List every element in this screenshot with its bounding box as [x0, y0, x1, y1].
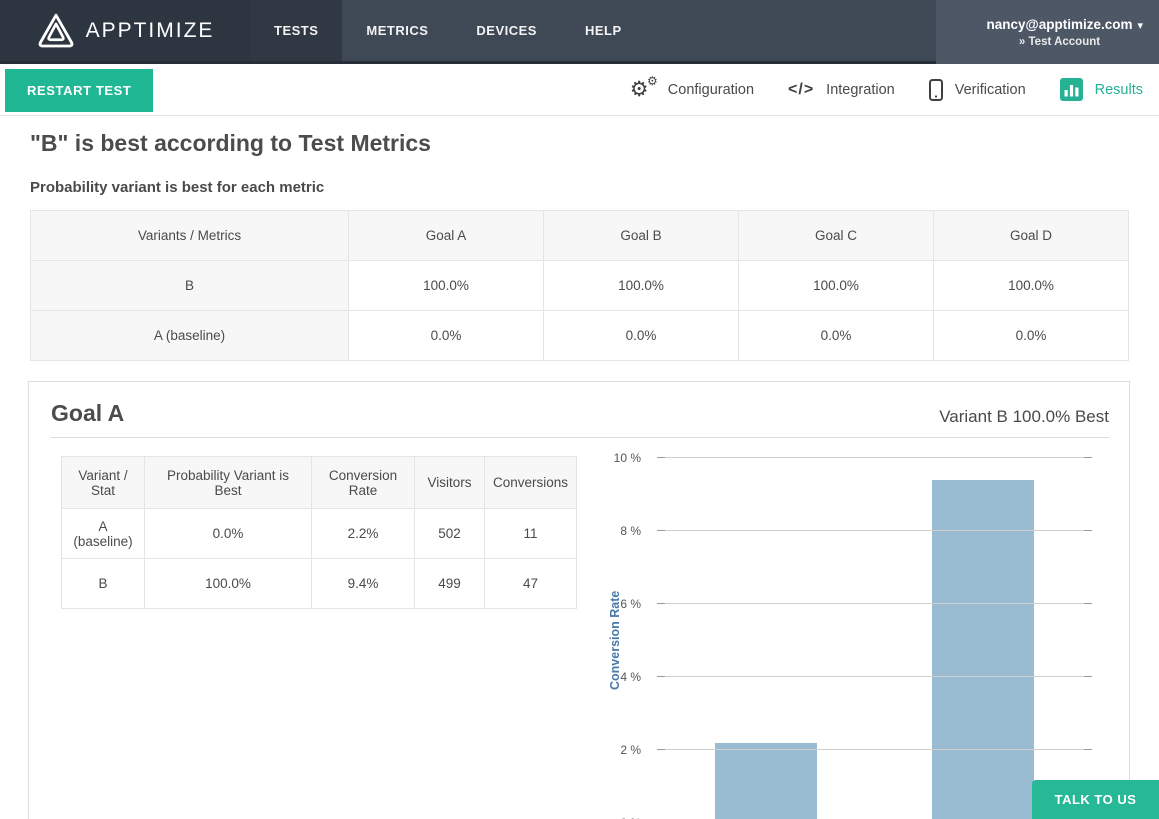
table-cell: 0.0% [738, 310, 934, 361]
nav-item-tests[interactable]: TESTS [250, 0, 343, 61]
table-header-row: Variant / Stat Probability Variant is Be… [61, 456, 578, 509]
y-tick-label: 4 % [620, 670, 641, 684]
table-cell: 502 [414, 508, 485, 559]
table-cell: A (baseline) [61, 508, 145, 559]
table-cell: 0.0% [543, 310, 739, 361]
variant-label: B [30, 260, 349, 311]
table-cell: 100.0% [543, 260, 739, 311]
user-email: nancy@apptimize.com ▾ [986, 16, 1143, 32]
column-header: Conversions [483, 456, 578, 509]
integration-link[interactable]: </> Integration [788, 81, 895, 99]
goal-a-panel: Goal A Variant B 100.0% Best Variant / S… [28, 381, 1130, 819]
verification-label: Verification [954, 81, 1026, 98]
page-subtitle: Probability variant is best for each met… [30, 179, 325, 196]
table-cell: B [61, 558, 145, 609]
code-icon: </> [788, 80, 815, 98]
gridline [657, 676, 1092, 677]
column-header: Probability Variant is Best [144, 456, 312, 509]
variant-label: A (baseline) [30, 310, 349, 361]
table-header-row: Variants / Metrics Goal A Goal B Goal C … [30, 210, 1129, 261]
column-header: Conversion Rate [311, 456, 415, 509]
test-toolbar: RESTART TEST ⚙ ⚙ Configuration </> Integr… [0, 64, 1159, 116]
column-header: Variants / Metrics [30, 210, 349, 261]
top-navbar: APPTIMIZE TESTS METRICS DEVICES HELP nan… [0, 0, 1159, 64]
bar-area [657, 458, 1092, 819]
integration-label: Integration [826, 81, 895, 98]
nav-item-devices[interactable]: DEVICES [476, 23, 537, 38]
metrics-summary-table: Variants / Metrics Goal A Goal B Goal C … [30, 210, 1129, 361]
bar-chart-icon [1059, 78, 1083, 101]
bar-slot [657, 458, 875, 819]
results-link[interactable]: Results [1059, 78, 1143, 101]
table-cell: 100.0% [144, 558, 312, 609]
column-header: Goal D [933, 210, 1129, 261]
configuration-label: Configuration [667, 81, 755, 98]
table-cell: 2.2% [311, 508, 415, 559]
apptimize-triangle-icon [38, 13, 73, 47]
phone-icon [928, 78, 943, 101]
apptimize-logo[interactable]: APPTIMIZE [0, 0, 250, 61]
goal-stats-table: Variant / Stat Probability Variant is Be… [61, 456, 578, 609]
table-cell: 100.0% [738, 260, 934, 311]
column-header: Goal C [738, 210, 934, 261]
y-tick-label: 8 % [620, 524, 641, 538]
chevron-down-icon: ▾ [1137, 19, 1143, 32]
verification-link[interactable]: Verification [928, 78, 1026, 101]
results-label: Results [1094, 81, 1143, 98]
talk-to-us-button[interactable]: TALK TO US [1032, 780, 1159, 819]
y-tick-label: 6 % [620, 597, 641, 611]
table-row: B 100.0% 9.4% 499 47 [61, 558, 578, 609]
toolbar-links: ⚙ ⚙ Configuration </> Integration Verific… [629, 73, 1159, 102]
column-header: Visitors [414, 456, 485, 509]
configuration-link[interactable]: ⚙ ⚙ Configuration [629, 73, 755, 102]
table-cell: 100.0% [348, 260, 544, 311]
goal-title: Goal A [51, 400, 125, 426]
gridline [657, 530, 1092, 531]
restart-test-button[interactable]: RESTART TEST [5, 69, 154, 112]
table-row: A (baseline) 0.0% 2.2% 502 11 [61, 508, 578, 559]
table-cell: 9.4% [311, 558, 415, 609]
goal-header: Goal A Variant B 100.0% Best [51, 382, 1109, 438]
column-header: Goal B [543, 210, 739, 261]
y-tick-label: 10 % [613, 451, 641, 465]
y-tick-label: 0 % [620, 816, 641, 819]
goal-best-label: Variant B 100.0% Best [939, 407, 1109, 426]
user-menu[interactable]: nancy@apptimize.com ▾ » Test Account [936, 0, 1159, 64]
table-cell: 0.0% [144, 508, 312, 559]
main-nav: TESTS METRICS DEVICES HELP [250, 0, 646, 61]
nav-item-metrics[interactable]: METRICS [366, 23, 429, 38]
bar-A (baseline) [714, 742, 817, 819]
account-label[interactable]: » Test Account [1018, 35, 1101, 48]
gridline [657, 603, 1092, 604]
page-title: "B" is best according to Test Metrics [30, 130, 431, 156]
y-tick-label: 2 % [620, 743, 641, 757]
column-header: Goal A [348, 210, 544, 261]
table-cell: 11 [483, 508, 578, 559]
conversion-rate-chart: Conversion Rate 0 %2 %4 %6 %8 %10 % A (b… [608, 451, 1092, 819]
bar-slot [875, 458, 1093, 819]
y-axis-labels: 0 % 2 % 4 % 6 % 8 % 10 % [597, 451, 649, 819]
gridline [657, 457, 1092, 458]
nav-item-help[interactable]: HELP [584, 23, 622, 38]
table-row: A (baseline) 0.0% 0.0% 0.0% 0.0% [30, 310, 1129, 361]
table-cell: 499 [414, 558, 485, 609]
gears-icon: ⚙ ⚙ [629, 73, 658, 101]
table-cell: 47 [483, 558, 578, 609]
table-row: B 100.0% 100.0% 100.0% 100.0% [30, 260, 1129, 311]
table-cell: 0.0% [348, 310, 544, 361]
gridline [657, 749, 1092, 750]
table-cell: 0.0% [933, 310, 1129, 361]
bar-B [932, 479, 1035, 819]
column-header: Variant / Stat [61, 456, 145, 509]
table-cell: 100.0% [933, 260, 1129, 311]
brand-name: APPTIMIZE [85, 18, 215, 42]
